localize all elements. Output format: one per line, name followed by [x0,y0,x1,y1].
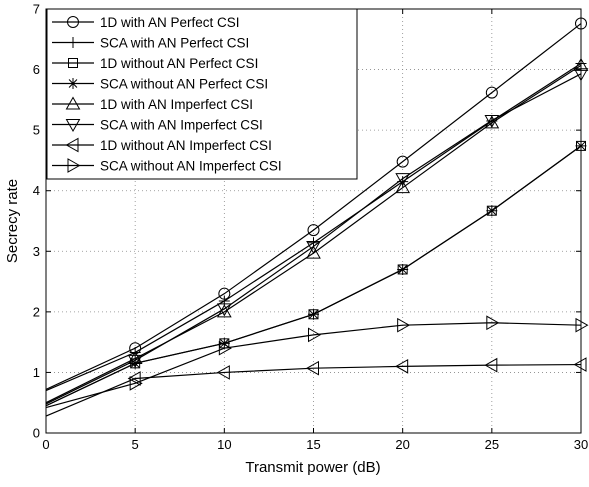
x-tick-label: 30 [574,437,588,452]
legend: 1D with AN Perfect CSI SCA with AN Perfec… [46,8,358,180]
data-point-marker [305,360,319,376]
legend-entry: SCA without AN Perfect CSI [52,77,268,92]
legend-box [46,8,358,180]
legend-label: 1D with AN Imperfect CSI [100,97,253,112]
y-tick-label: 6 [33,62,40,77]
series-line [45,145,582,407]
y-axis-label: Secrecy rate [4,179,21,263]
y-tick-label: 1 [33,365,40,380]
x-tick-label: 25 [485,437,499,452]
data-point-marker [395,173,411,187]
data-point-marker [486,205,498,217]
data-point-marker [308,308,319,320]
legend-marker [67,16,79,28]
legend-entry: 1D without AN Imperfect CSI [52,137,272,153]
series-4 [45,140,587,407]
data-point-marker [218,340,232,356]
data-point-marker [127,371,141,386]
data-point-marker [216,303,232,317]
data-point-marker [216,365,230,380]
legend-marker [67,37,79,48]
legend-entry: SCA with AN Perfect CSI [52,36,249,51]
y-tick-label: 0 [33,426,40,441]
data-point-marker [573,57,589,71]
legend-entry: 1D with AN Imperfect CSI [52,96,253,112]
y-tick-label: 2 [33,304,40,319]
legend-marker [65,96,81,110]
x-tick-label: 15 [306,437,320,452]
legend-marker [65,119,81,133]
data-point-marker [573,68,589,82]
data-point-marker [575,317,589,333]
series-layer [45,17,589,417]
data-point-marker [573,357,587,372]
legend-entry: SCA with AN Imperfect CSI [52,118,263,133]
legend-entry: 1D without AN Perfect CSI [52,56,258,71]
x-tick-label: 10 [217,437,231,452]
axis-ticks: 0 5 10 15 20 25 30 0 1 2 3 4 5 6 7 [33,2,588,453]
legend-marker [65,137,79,153]
x-tick-label: 20 [395,437,409,452]
data-point-marker [306,240,321,254]
data-point-marker [575,58,587,70]
data-point-marker [395,359,409,374]
data-point-marker [397,263,409,275]
y-tick-label: 4 [33,183,40,198]
series-line [45,145,582,407]
x-axis-label: Transmit power (dB) [245,459,380,476]
legend-marker [68,58,78,68]
legend-label: SCA without AN Perfect CSI [100,77,268,92]
y-tick-label: 3 [33,244,40,259]
series-6 [45,68,589,405]
data-point-marker [307,224,320,237]
data-point-marker [306,245,321,259]
grid-lines [46,9,581,433]
legend-label: SCA without AN Imperfect CSI [100,159,282,174]
data-point-marker [129,375,143,391]
legend-label: 1D without AN Perfect CSI [100,56,258,71]
data-point-marker [484,114,500,128]
legend-label: 1D without AN Imperfect CSI [100,138,272,153]
data-point-marker [486,315,500,331]
legend-label: SCA with AN Imperfect CSI [100,118,263,133]
series-line [45,322,582,409]
series-8 [45,315,589,409]
series-line [45,73,582,405]
legend-marker [67,158,81,173]
y-tick-label: 5 [33,123,40,138]
data-point-marker [396,155,409,168]
legend-entry: SCA without AN Imperfect CSI [52,158,282,174]
x-tick-label: 0 [42,437,49,452]
series-line [45,363,582,417]
data-point-marker [218,337,230,349]
legend-marker [67,78,79,89]
legend-label: SCA with AN Perfect CSI [100,36,249,51]
data-point-marker [397,317,411,333]
legend-entry: 1D with AN Perfect CSI [52,15,240,30]
data-point-marker [127,354,143,368]
x-tick-label: 5 [132,437,139,452]
series-3 [45,140,586,407]
data-point-marker [575,140,587,152]
data-point-marker [575,17,587,30]
data-point-marker [485,86,498,99]
y-tick-label: 7 [33,2,40,17]
data-point-marker [308,327,322,343]
data-point-marker [484,357,498,373]
data-point-marker [395,180,411,194]
legend-label: 1D with AN Perfect CSI [100,15,240,30]
series-7 [45,357,587,417]
